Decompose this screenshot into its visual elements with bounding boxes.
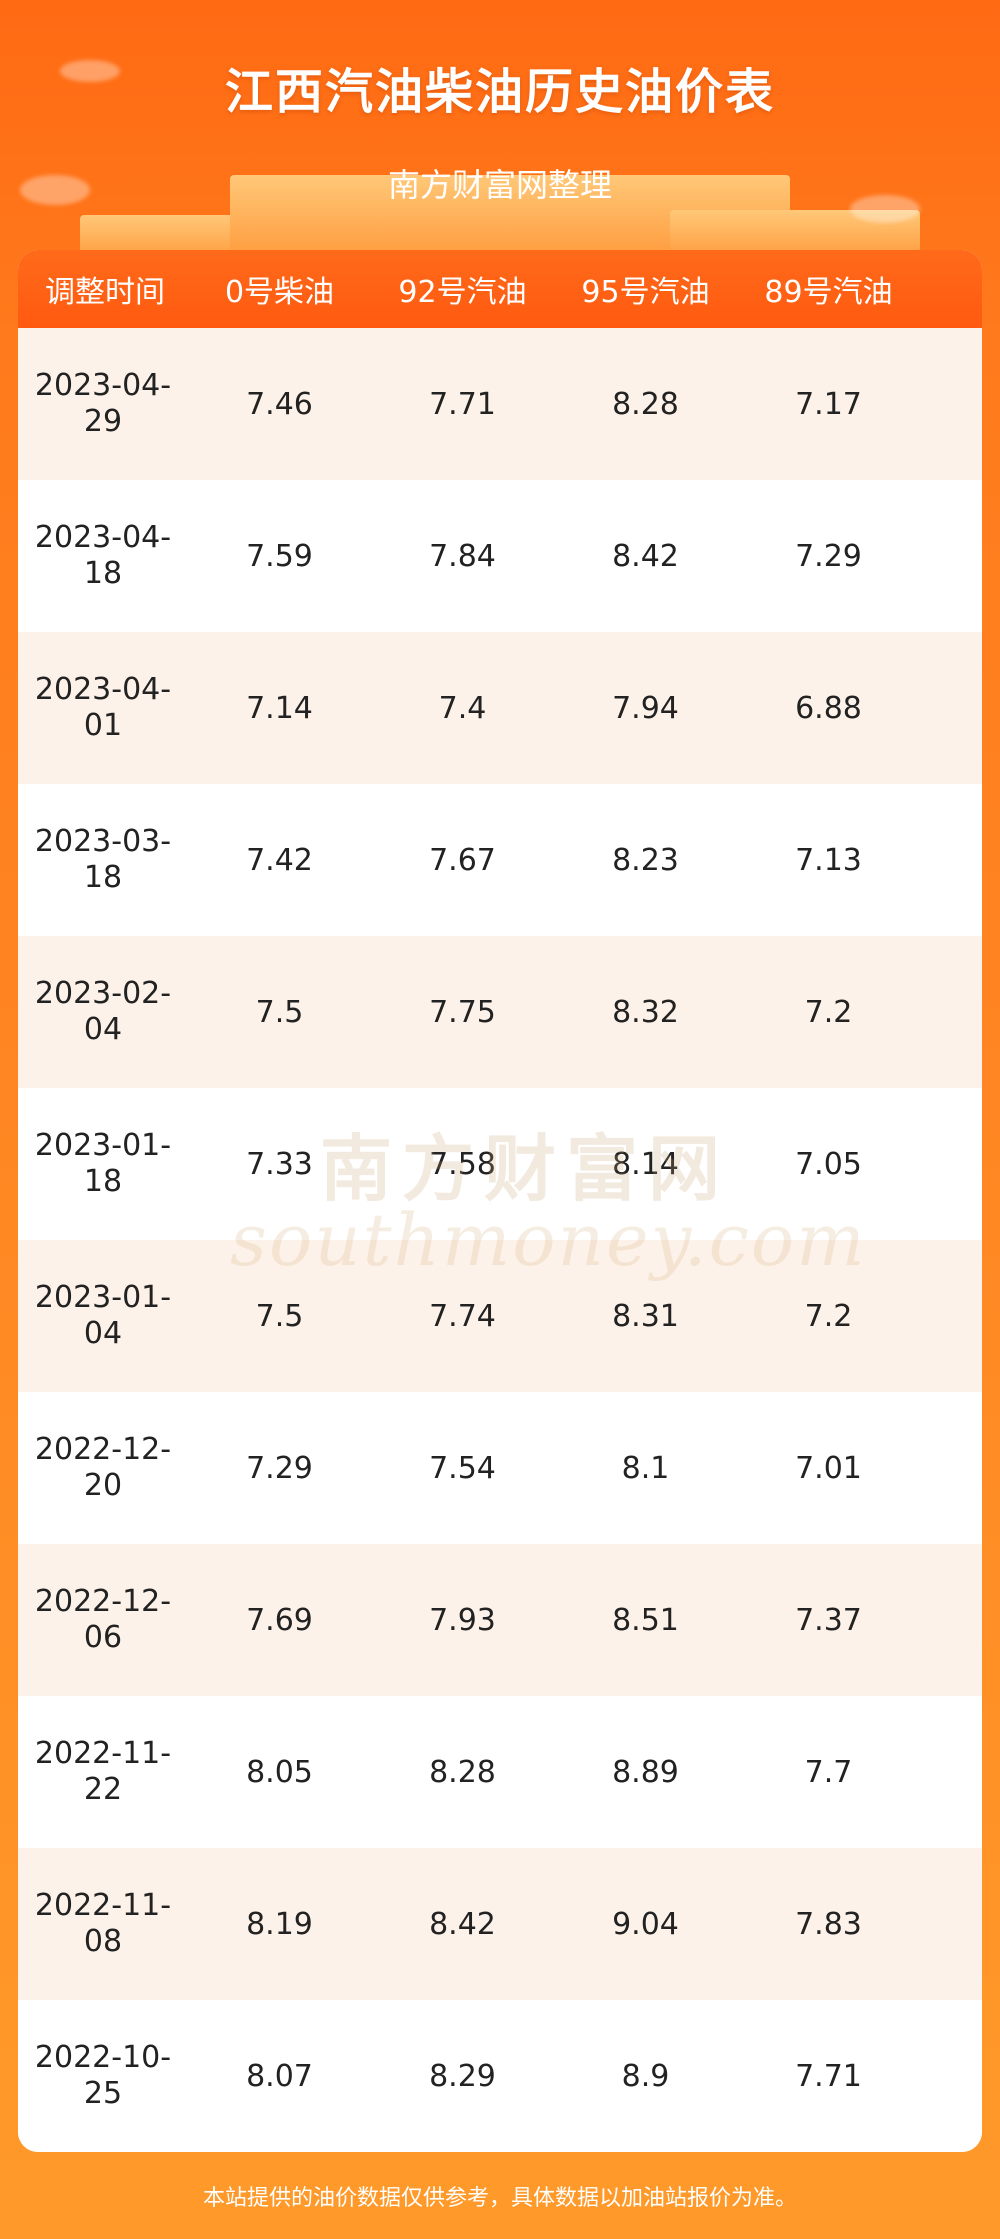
cell-diesel0: 8.19: [246, 1906, 313, 1942]
cell-gas89: 7.71: [795, 2058, 862, 2094]
cell-gas92: 7.67: [429, 842, 496, 878]
decor-cloud-bottom-left: [20, 175, 90, 205]
header-gas92: 92号汽油: [398, 275, 527, 310]
cell-gas92: 7.54: [429, 1450, 496, 1486]
cell-gas95: 8.1: [621, 1450, 670, 1486]
cell-gas95: 7.94: [612, 690, 679, 726]
cell-diesel0: 7.14: [246, 690, 313, 726]
cell-gas92: 7.84: [429, 538, 496, 574]
footer-disclaimer: 本站提供的油价数据仅供参考，具体数据以加油站报价为准。: [202, 2186, 797, 2211]
cell-gas92: 7.71: [429, 386, 496, 422]
header-gas89: 89号汽油: [764, 275, 893, 310]
cell-date: 2022-12-20: [34, 1432, 172, 1503]
decor-cloud-right: [850, 195, 920, 223]
table-row: 2023-04-01 7.14 7.4 7.94 6.88: [18, 632, 982, 784]
cell-diesel0: 7.5: [255, 994, 304, 1030]
cell-date: 2022-10-25: [34, 2040, 172, 2111]
cell-diesel0: 7.69: [246, 1602, 313, 1638]
cell-diesel0: 7.46: [246, 386, 313, 422]
cell-diesel0: 8.05: [246, 1754, 313, 1790]
cell-date: 2023-01-04: [34, 1280, 172, 1351]
table-row: 2023-01-04 7.5 7.74 8.31 7.2: [18, 1240, 982, 1392]
cell-date: 2023-04-29: [34, 368, 172, 439]
header-banner: [0, 0, 1000, 260]
cell-gas95: 8.51: [612, 1602, 679, 1638]
table-row: 2022-11-08 8.19 8.42 9.04 7.83: [18, 1848, 982, 2000]
cell-gas89: 7.83: [795, 1906, 862, 1942]
cell-diesel0: 8.07: [246, 2058, 313, 2094]
cell-gas89: 6.88: [795, 690, 862, 726]
cell-date: 2022-12-06: [34, 1584, 172, 1655]
cell-gas92: 8.42: [429, 1906, 496, 1942]
cell-gas92: 7.75: [429, 994, 496, 1030]
cell-gas92: 7.74: [429, 1298, 496, 1334]
price-table: 调整时间 0号柴油 92号汽油 95号汽油 89号汽油 2023-04-29 7.…: [18, 250, 982, 2152]
cell-gas89: 7.29: [795, 538, 862, 574]
cell-gas95: 8.14: [612, 1146, 679, 1182]
cell-gas89: 7.01: [795, 1450, 862, 1486]
cell-gas95: 9.04: [612, 1906, 679, 1942]
cell-diesel0: 7.33: [246, 1146, 313, 1182]
table-row: 2023-01-18 7.33 7.58 8.14 7.05: [18, 1088, 982, 1240]
cell-gas89: 7.13: [795, 842, 862, 878]
cell-gas92: 7.4: [438, 690, 487, 726]
cell-diesel0: 7.5: [255, 1298, 304, 1334]
table-row: 2022-10-25 8.07 8.29 8.9 7.71: [18, 2000, 982, 2152]
cell-gas95: 8.42: [612, 538, 679, 574]
cell-diesel0: 7.59: [246, 538, 313, 574]
cell-date: 2023-04-01: [34, 672, 172, 743]
header-gas95: 95号汽油: [581, 275, 710, 310]
cell-gas92: 8.28: [429, 1754, 496, 1790]
cell-date: 2023-03-18: [34, 824, 172, 895]
cell-gas89: 7.2: [804, 994, 853, 1030]
decor-cloud-left: [60, 60, 120, 82]
cell-diesel0: 7.29: [246, 1450, 313, 1486]
cell-date: 2022-11-22: [34, 1736, 172, 1807]
cell-date: 2023-02-04: [34, 976, 172, 1047]
table-row: 2023-04-29 7.46 7.71 8.28 7.17: [18, 328, 982, 480]
cell-gas89: 7.17: [795, 386, 862, 422]
cell-gas92: 7.58: [429, 1146, 496, 1182]
table-row: 2023-04-18 7.59 7.84 8.42 7.29: [18, 480, 982, 632]
cell-gas92: 7.93: [429, 1602, 496, 1638]
table-row: 2023-02-04 7.5 7.75 8.32 7.2: [18, 936, 982, 1088]
cell-date: 2023-01-18: [34, 1128, 172, 1199]
table-row: 2022-12-06 7.69 7.93 8.51 7.37: [18, 1544, 982, 1696]
cell-gas89: 7.7: [804, 1754, 853, 1790]
cell-gas89: 7.37: [795, 1602, 862, 1638]
header-date: 调整时间: [45, 275, 165, 310]
table-row: 2022-12-20 7.29 7.54 8.1 7.01: [18, 1392, 982, 1544]
header-diesel0: 0号柴油: [224, 275, 335, 310]
cell-date: 2023-04-18: [34, 520, 172, 591]
cell-gas89: 7.2: [804, 1298, 853, 1334]
table-row: 2023-03-18 7.42 7.67 8.23 7.13: [18, 784, 982, 936]
table-row: 2022-11-22 8.05 8.28 8.89 7.7: [18, 1696, 982, 1848]
cell-gas95: 8.9: [621, 2058, 670, 2094]
cell-gas95: 8.28: [612, 386, 679, 422]
cell-gas95: 8.23: [612, 842, 679, 878]
page-title: 江西汽油柴油历史油价表: [224, 64, 775, 120]
cell-gas89: 7.05: [795, 1146, 862, 1182]
cell-diesel0: 7.42: [246, 842, 313, 878]
cell-gas95: 8.32: [612, 994, 679, 1030]
cell-date: 2022-11-08: [34, 1888, 172, 1959]
cell-gas92: 8.29: [429, 2058, 496, 2094]
cell-gas95: 8.31: [612, 1298, 679, 1334]
table-header: 调整时间 0号柴油 92号汽油 95号汽油 89号汽油: [18, 250, 982, 328]
table-body: 2023-04-29 7.46 7.71 8.28 7.17 2023-04-18 7.59…: [18, 328, 982, 2152]
page-subtitle: 南方财富网整理: [387, 166, 612, 204]
cell-gas95: 8.89: [612, 1754, 679, 1790]
